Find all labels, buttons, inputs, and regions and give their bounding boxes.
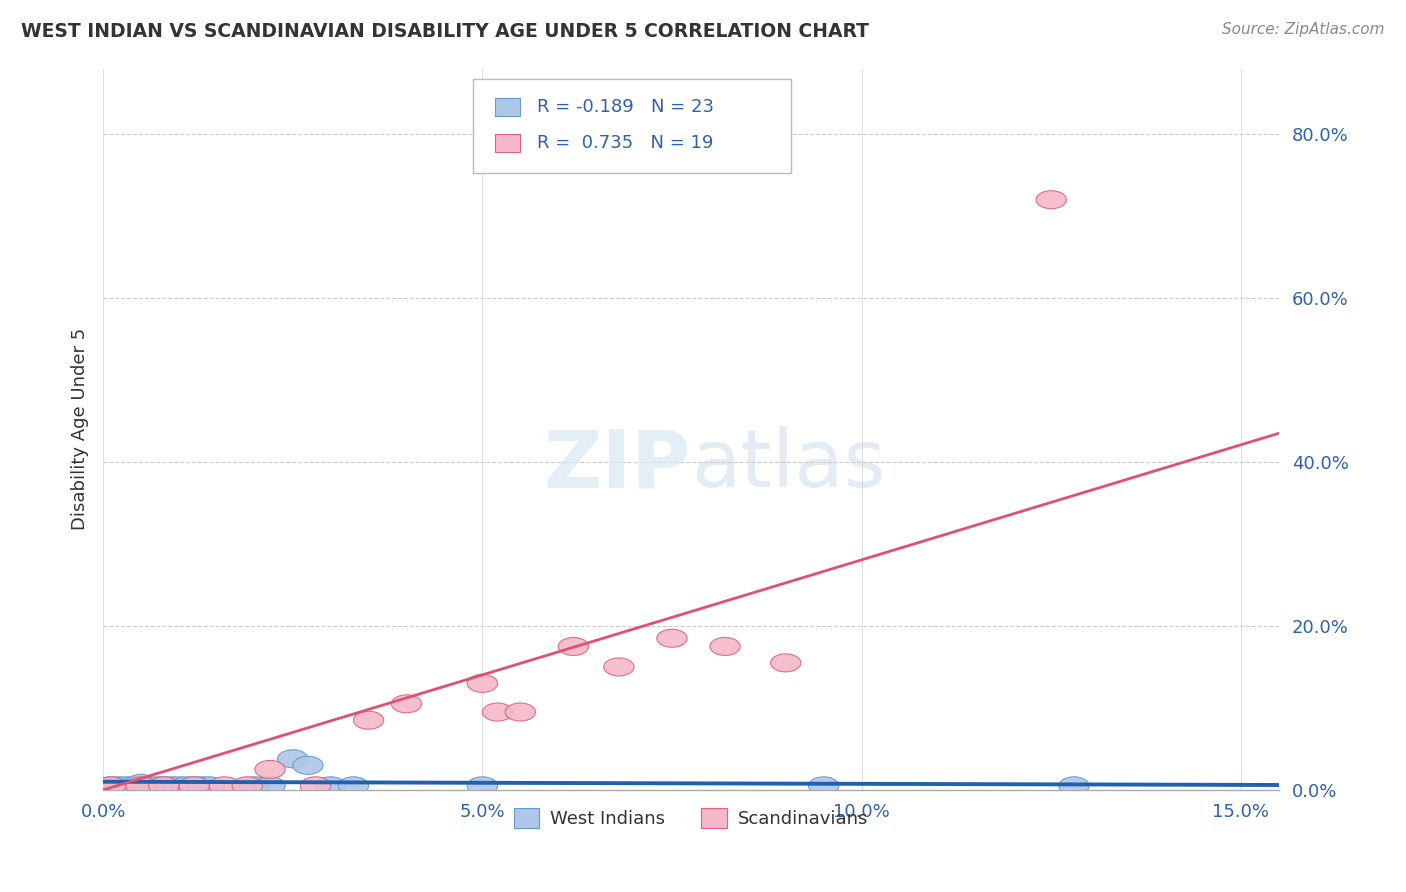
Ellipse shape: [254, 760, 285, 779]
Ellipse shape: [482, 703, 513, 721]
Legend: West Indians, Scandinavians: West Indians, Scandinavians: [508, 801, 875, 835]
Ellipse shape: [1059, 777, 1090, 795]
Ellipse shape: [127, 777, 156, 795]
Ellipse shape: [149, 777, 179, 795]
Ellipse shape: [239, 777, 270, 795]
Ellipse shape: [179, 777, 209, 795]
FancyBboxPatch shape: [495, 134, 520, 152]
Ellipse shape: [156, 777, 187, 795]
Ellipse shape: [603, 658, 634, 676]
Text: R = -0.189   N = 23: R = -0.189 N = 23: [537, 98, 714, 116]
Ellipse shape: [301, 777, 330, 795]
Ellipse shape: [172, 777, 201, 795]
FancyBboxPatch shape: [474, 79, 790, 173]
Ellipse shape: [277, 750, 308, 768]
Text: R =  0.735   N = 19: R = 0.735 N = 19: [537, 134, 714, 152]
Text: Source: ZipAtlas.com: Source: ZipAtlas.com: [1222, 22, 1385, 37]
Ellipse shape: [315, 777, 346, 795]
Y-axis label: Disability Age Under 5: Disability Age Under 5: [72, 328, 89, 531]
Ellipse shape: [467, 777, 498, 795]
Ellipse shape: [232, 777, 263, 795]
Text: atlas: atlas: [690, 426, 886, 504]
Ellipse shape: [710, 638, 740, 656]
Ellipse shape: [194, 777, 225, 795]
Ellipse shape: [187, 777, 217, 795]
Ellipse shape: [808, 777, 839, 795]
Ellipse shape: [353, 711, 384, 730]
Ellipse shape: [96, 777, 127, 795]
Ellipse shape: [391, 695, 422, 713]
Ellipse shape: [103, 777, 134, 795]
Ellipse shape: [339, 777, 368, 795]
Text: WEST INDIAN VS SCANDINAVIAN DISABILITY AGE UNDER 5 CORRELATION CHART: WEST INDIAN VS SCANDINAVIAN DISABILITY A…: [21, 22, 869, 41]
Ellipse shape: [467, 674, 498, 692]
Ellipse shape: [505, 703, 536, 721]
Ellipse shape: [141, 777, 172, 795]
Text: ZIP: ZIP: [544, 426, 690, 504]
Ellipse shape: [134, 777, 165, 795]
Ellipse shape: [770, 654, 801, 672]
FancyBboxPatch shape: [495, 98, 520, 116]
Ellipse shape: [96, 777, 127, 795]
Ellipse shape: [558, 638, 589, 656]
Ellipse shape: [254, 777, 285, 795]
Ellipse shape: [209, 777, 239, 795]
Ellipse shape: [111, 777, 141, 795]
Ellipse shape: [118, 777, 149, 795]
Ellipse shape: [179, 777, 209, 795]
Ellipse shape: [1036, 191, 1066, 209]
Ellipse shape: [149, 777, 179, 795]
Ellipse shape: [657, 629, 688, 648]
Ellipse shape: [127, 774, 156, 792]
Ellipse shape: [165, 777, 194, 795]
Ellipse shape: [292, 756, 323, 774]
